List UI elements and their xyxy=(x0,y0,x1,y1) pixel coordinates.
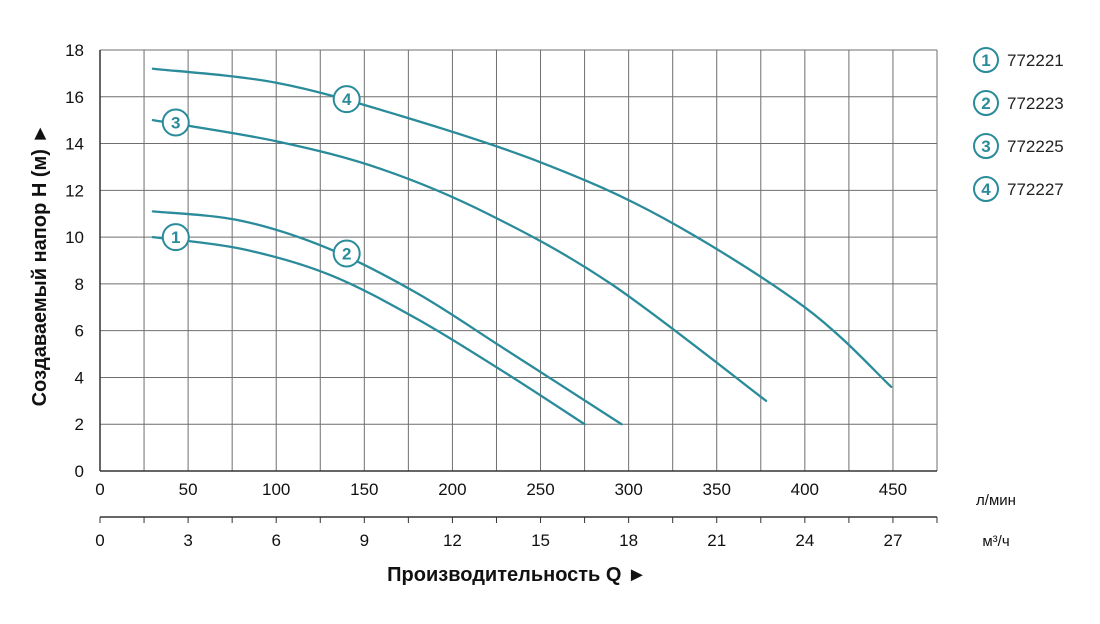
x-tick-label-m3h: 12 xyxy=(443,531,462,550)
x-tick-label-m3h: 18 xyxy=(619,531,638,550)
x-axis-title: Производительность Q ► xyxy=(387,564,647,586)
y-tick-label: 10 xyxy=(65,228,84,247)
curve-marker-circle xyxy=(332,85,361,114)
x-tick-label-lpm: 300 xyxy=(614,480,642,499)
x-tick-label-m3h: 9 xyxy=(360,531,369,550)
x-tick-label-lpm: 350 xyxy=(703,480,731,499)
legend-label: 772227 xyxy=(1007,180,1064,199)
y-tick-label: 16 xyxy=(65,88,84,107)
curve-marker-circle xyxy=(161,108,190,137)
x-tick-labels-lpm: 0 50 100 150 200 250 300 350 400 450 xyxy=(95,480,907,499)
legend-marker-number: 3 xyxy=(981,137,990,156)
legend: 1 772221 2 772223 3 772225 4 772227 xyxy=(973,47,1064,202)
curves xyxy=(151,67,893,426)
legend-item: 2 772223 xyxy=(973,90,1064,116)
curve-marker-circle xyxy=(332,239,361,268)
curve-772223 xyxy=(151,210,623,426)
legend-label: 772223 xyxy=(1007,94,1064,113)
curve-772227 xyxy=(151,67,893,388)
legend-marker-number: 4 xyxy=(981,180,991,199)
x-tick-label-lpm: 200 xyxy=(438,480,466,499)
curve-marker-number: 2 xyxy=(342,244,351,263)
y-tick-label: 4 xyxy=(75,368,84,387)
y-tick-label: 8 xyxy=(75,275,84,294)
curve-772225 xyxy=(151,119,768,402)
curve-marker-number: 3 xyxy=(171,114,180,133)
legend-marker-circle xyxy=(973,90,999,116)
curve-marker-number: 1 xyxy=(171,228,180,247)
y-tick-label: 2 xyxy=(75,415,84,434)
legend-item: 3 772225 xyxy=(973,133,1064,159)
x-unit-lpm: л/мин xyxy=(976,492,1016,509)
curve-772221 xyxy=(151,235,586,426)
x-tick-label-lpm: 100 xyxy=(262,480,290,499)
legend-marker-number: 2 xyxy=(981,94,990,113)
y-tick-label: 6 xyxy=(75,322,84,341)
x-tick-label-lpm: 250 xyxy=(526,480,554,499)
x-tick-label-lpm: 50 xyxy=(179,480,198,499)
legend-label: 772225 xyxy=(1007,137,1064,156)
y-tick-label: 18 xyxy=(65,41,84,60)
y-tick-label: 12 xyxy=(65,181,84,200)
grid xyxy=(99,49,938,523)
x-tick-label-lpm: 150 xyxy=(350,480,378,499)
x-tick-label-m3h: 27 xyxy=(883,531,902,550)
legend-item: 1 772221 xyxy=(973,47,1064,73)
legend-item: 4 772227 xyxy=(973,176,1064,202)
legend-marker-circle xyxy=(973,176,999,202)
y-tick-label: 0 xyxy=(75,462,84,481)
y-axis-title: Создаваемый напор Н (м) ► xyxy=(29,124,51,407)
legend-marker-circle xyxy=(973,47,999,73)
y-tick-label: 14 xyxy=(65,135,84,154)
x-tick-label-lpm: 450 xyxy=(879,480,907,499)
legend-marker-circle xyxy=(973,133,999,159)
x-tick-label-m3h: 3 xyxy=(183,531,192,550)
x-tick-label-m3h: 15 xyxy=(531,531,550,550)
x-tick-label-m3h: 0 xyxy=(95,531,104,550)
x-unit-m3h: м³/ч xyxy=(982,533,1009,550)
x-tick-label-lpm: 0 xyxy=(95,480,104,499)
x-tick-label-m3h: 6 xyxy=(271,531,280,550)
x-tick-label-m3h: 21 xyxy=(707,531,726,550)
x-tick-label-m3h: 24 xyxy=(795,531,814,550)
curve-markers: 1 2 3 4 xyxy=(161,85,361,268)
x-tick-labels-m3h: 0 3 6 9 12 15 18 21 24 27 xyxy=(95,531,902,550)
y-tick-labels: 0 2 4 6 8 10 12 14 16 18 xyxy=(65,41,84,481)
legend-label: 772221 xyxy=(1007,51,1064,70)
curve-marker-number: 4 xyxy=(342,90,352,109)
legend-marker-number: 1 xyxy=(981,51,990,70)
curve-marker-circle xyxy=(161,223,190,252)
x-tick-label-lpm: 400 xyxy=(791,480,819,499)
